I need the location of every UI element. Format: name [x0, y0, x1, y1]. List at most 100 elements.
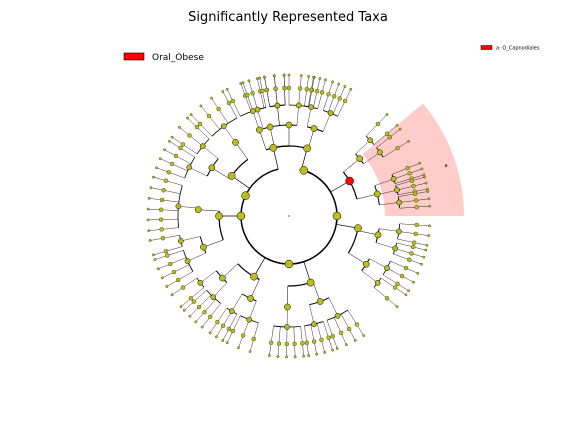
leaf-line — [166, 279, 179, 287]
branch-line — [340, 313, 350, 330]
branch-line — [180, 236, 201, 242]
branch-line — [167, 250, 184, 256]
branch-line — [250, 279, 260, 299]
branch-line — [222, 263, 238, 279]
species-node — [272, 74, 276, 78]
branch-line — [393, 253, 410, 260]
species-node — [248, 350, 252, 353]
genus-node — [319, 90, 325, 95]
branch-line — [375, 242, 396, 249]
species-node — [263, 75, 266, 79]
branch-line — [308, 89, 312, 107]
genus-node — [300, 341, 305, 346]
genus-node — [286, 85, 292, 91]
genus-node — [282, 85, 287, 91]
branch-line — [180, 148, 195, 158]
family-node — [295, 102, 302, 109]
genus-node — [298, 86, 303, 91]
leaf-line — [211, 98, 219, 110]
leaf-line — [238, 335, 244, 348]
genus-node — [399, 273, 405, 279]
class-arc — [240, 169, 338, 265]
branch-line — [322, 113, 331, 132]
highlight-legend-label: a: O_Capnodiales — [496, 46, 540, 52]
genus-node — [346, 326, 352, 332]
branch-line — [391, 167, 408, 175]
family-node — [327, 110, 334, 116]
family-node — [184, 258, 191, 264]
family-node — [308, 104, 314, 111]
branch-line — [348, 252, 367, 265]
branch-line — [356, 193, 378, 200]
family-node — [177, 238, 184, 244]
family-node — [311, 321, 317, 328]
leaf-line — [158, 263, 171, 270]
leaf-line — [227, 330, 234, 343]
genus-node — [375, 121, 381, 127]
branch-arc — [264, 256, 305, 265]
branch-line — [178, 206, 199, 209]
leaf-line — [397, 283, 409, 291]
species-node — [425, 243, 429, 247]
branch-line — [266, 89, 270, 107]
species-node — [324, 78, 327, 82]
leaf-line — [274, 75, 276, 89]
branch-line — [270, 325, 274, 343]
genus-node — [407, 171, 412, 176]
branch-line — [313, 91, 318, 108]
genus-node — [165, 253, 170, 258]
genus-node — [206, 113, 212, 119]
leaf-line — [222, 91, 230, 104]
branch-line — [193, 290, 207, 302]
species-node — [199, 104, 203, 108]
branch-line — [395, 180, 413, 186]
genus-node — [407, 257, 412, 262]
genus-node — [392, 285, 398, 290]
species-node — [158, 157, 162, 161]
order-node — [232, 139, 239, 146]
branch-line — [312, 281, 321, 302]
branch-line — [277, 105, 280, 126]
species-node — [147, 196, 151, 200]
branch-line — [168, 172, 185, 179]
species-node — [362, 334, 366, 337]
branch-line — [398, 193, 416, 197]
species-node — [182, 308, 186, 312]
genus-node — [412, 240, 417, 245]
order-node — [310, 125, 318, 132]
leaf-line — [386, 125, 398, 134]
species-node — [163, 148, 166, 152]
genus-node — [171, 269, 177, 275]
genus-node — [159, 197, 165, 203]
family-node — [284, 324, 290, 330]
genus-node — [269, 340, 274, 345]
order-node — [194, 206, 202, 214]
species-node — [276, 355, 280, 358]
branch-line — [196, 126, 210, 140]
leaf-line — [148, 208, 162, 210]
genus-node — [395, 281, 400, 286]
genus-node — [245, 92, 250, 98]
genus-node — [330, 334, 335, 339]
genus-node — [180, 142, 186, 147]
species-node — [241, 81, 245, 85]
branch-line — [262, 90, 267, 108]
branch-line — [260, 91, 265, 108]
branch-line — [189, 167, 208, 177]
branch-line — [328, 297, 338, 316]
leaf-line — [149, 198, 163, 201]
leaf-line — [328, 81, 333, 95]
genus-node — [314, 88, 320, 94]
branch-line — [316, 323, 322, 340]
branch-line — [170, 257, 187, 265]
family-node — [246, 316, 253, 323]
order-node — [373, 190, 381, 198]
leaf-line — [171, 287, 183, 296]
genus-node — [405, 165, 410, 171]
genus-node — [304, 340, 309, 345]
leaf-line — [339, 86, 346, 99]
genus-node — [309, 87, 314, 93]
leaf-line — [164, 149, 177, 157]
species-node — [170, 293, 174, 297]
genus-node — [409, 251, 414, 256]
